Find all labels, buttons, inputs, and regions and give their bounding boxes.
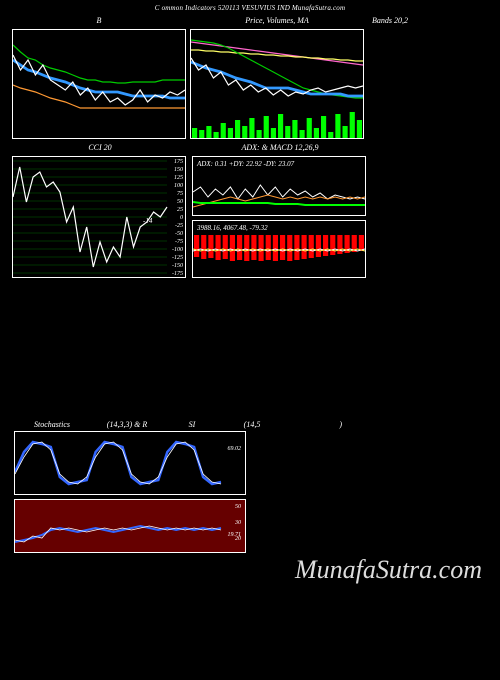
chart-cci-title: CCI 20 bbox=[10, 143, 190, 152]
chart-adx: ADX: 0.31 +DY: 22.92 -DY: 23.07 bbox=[192, 156, 366, 216]
header-left: C bbox=[155, 4, 160, 12]
chart-stoch: 69.02 bbox=[14, 431, 246, 495]
header-text: ommon Indicators 520113 VESUVIUS IND Mun… bbox=[162, 4, 346, 12]
svg-text:ADX: 0.31 +DY: 22.92 -DY: 23.0: ADX: 0.31 +DY: 22.92 -DY: 23.07 bbox=[196, 160, 295, 168]
svg-text:150: 150 bbox=[174, 167, 183, 173]
rsi-title: SI bbox=[162, 420, 222, 429]
chart-rsi: 50302019.71 bbox=[14, 499, 246, 553]
chart-b-title: B bbox=[10, 16, 188, 25]
svg-text:-14: -14 bbox=[143, 217, 153, 225]
chart-b bbox=[12, 29, 186, 139]
svg-text:3988.16, 4067.48, -79.32: 3988.16, 4067.48, -79.32 bbox=[196, 224, 268, 232]
row-3-titles: Stochastics (14,3,3) & R SI (14,5 ) bbox=[0, 420, 500, 429]
stoch-params: (14,3,3) & R bbox=[92, 420, 162, 429]
svg-text:-175: -175 bbox=[172, 271, 183, 277]
svg-text:-25: -25 bbox=[175, 223, 183, 229]
chart-price bbox=[190, 29, 364, 139]
rsi-close: ) bbox=[282, 420, 342, 429]
svg-text:25: 25 bbox=[177, 207, 183, 213]
rsi-params: (14,5 bbox=[222, 420, 282, 429]
svg-text:30: 30 bbox=[234, 520, 241, 526]
svg-text:50: 50 bbox=[235, 504, 241, 510]
svg-text:125: 125 bbox=[174, 175, 183, 181]
row-3: 69.02 50302019.71 bbox=[0, 429, 500, 555]
spacer bbox=[0, 280, 500, 420]
svg-text:-100: -100 bbox=[172, 247, 183, 253]
stoch-title: Stochastics bbox=[12, 420, 92, 429]
svg-text:100: 100 bbox=[174, 183, 183, 189]
row-1: B Price, Volumes, MA Bands 20,2 bbox=[0, 14, 500, 141]
svg-text:50: 50 bbox=[177, 199, 183, 205]
chart-price-title: Price, Volumes, MA bbox=[188, 16, 366, 25]
chart-adx-title: ADX: & MACD 12,26,9 bbox=[190, 143, 370, 152]
watermark: MunafaSutra.com bbox=[295, 555, 482, 585]
svg-text:-150: -150 bbox=[172, 263, 183, 269]
svg-text:69.02: 69.02 bbox=[228, 446, 242, 452]
page-header: C ommon Indicators 520113 VESUVIUS IND M… bbox=[0, 0, 500, 14]
svg-text:-50: -50 bbox=[175, 231, 183, 237]
svg-text:-75: -75 bbox=[175, 239, 183, 245]
svg-text:175: 175 bbox=[174, 159, 183, 165]
svg-text:19.71: 19.71 bbox=[228, 532, 242, 538]
chart-bands-title: Bands 20,2 bbox=[372, 16, 490, 25]
svg-text:75: 75 bbox=[177, 191, 183, 197]
svg-text:-125: -125 bbox=[172, 255, 183, 261]
chart-cci: 175 150 125 100 75 50 25 0 -25 -50 -75 -100 -125 -150… bbox=[12, 156, 186, 278]
svg-text:0: 0 bbox=[180, 215, 183, 221]
chart-macd: 3988.16, 4067.48, -79.32 bbox=[192, 220, 366, 278]
row-2: CCI 20 175 150 125 100 75 50 25 0 -25 -50 -75 -100 -… bbox=[0, 141, 500, 280]
